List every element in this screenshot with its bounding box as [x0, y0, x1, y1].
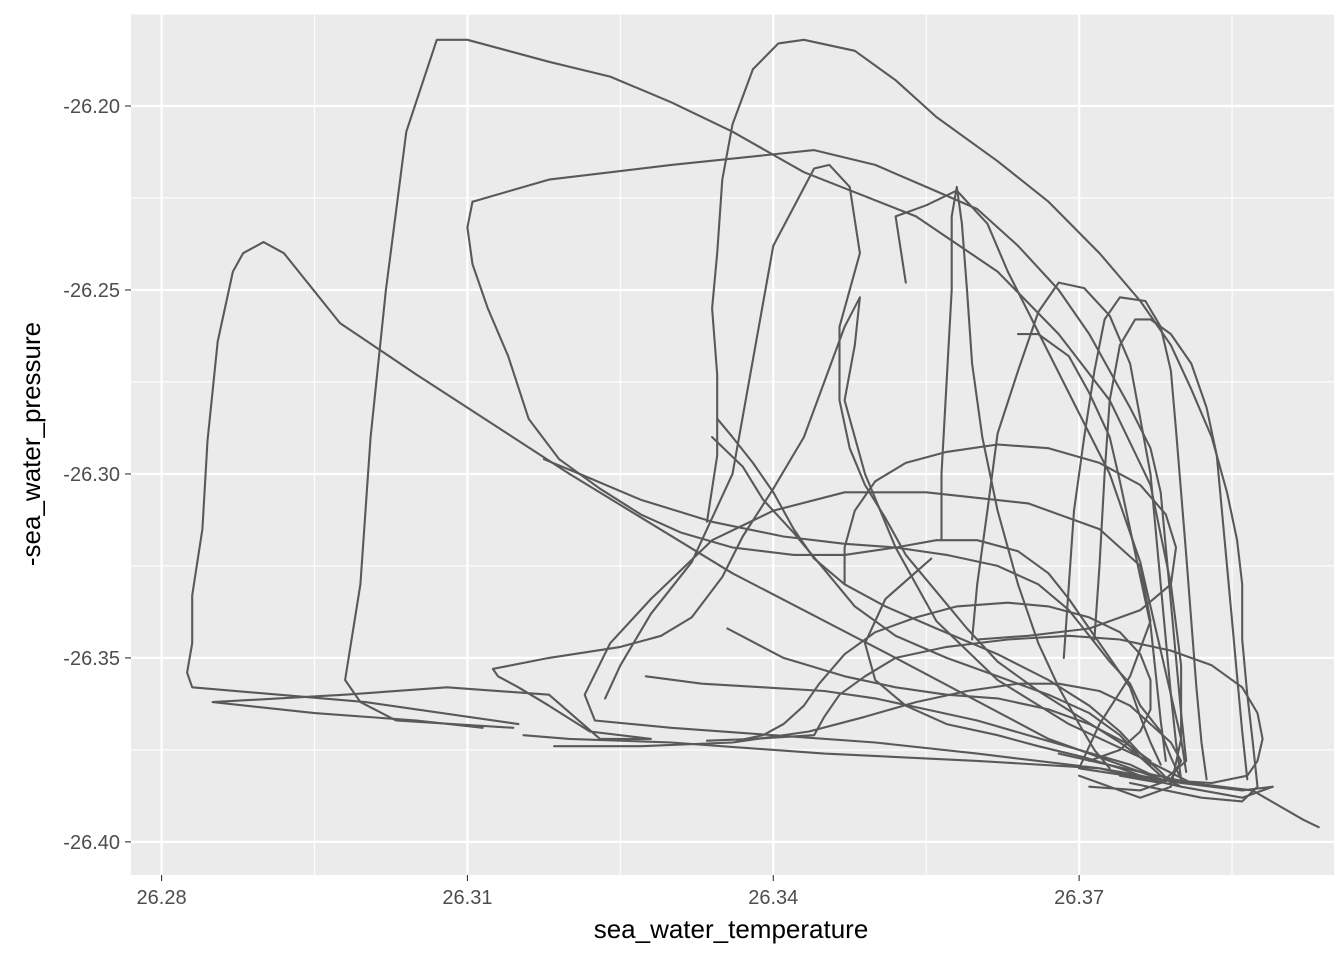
trace-line-14 [604, 163, 1152, 766]
minor-gridlines [131, 13, 1334, 875]
data-traces [186, 38, 1320, 829]
y-tick-label: -26.20 [63, 96, 120, 118]
x-axis: 26.28 26.31 26.34 26.37 [137, 875, 1104, 909]
x-tick-label: 26.31 [442, 887, 492, 909]
trace-line-4 [211, 296, 1193, 785]
trace-line-24 [863, 557, 1152, 781]
y-axis: -26.40 -26.35 -26.30 -26.25 -26.20 [63, 96, 131, 854]
trace-line-23 [843, 443, 1178, 641]
y-tick-label: -26.25 [63, 280, 120, 302]
trace-line-16 [940, 185, 1111, 770]
y-tick-label: -26.30 [63, 464, 120, 486]
x-tick-label: 26.37 [1054, 887, 1104, 909]
trace-line-12 [471, 149, 1188, 785]
major-gridlines [131, 14, 1334, 875]
trace-line-10 [716, 417, 1172, 785]
trace-line-11 [542, 458, 1183, 781]
y-tick-label: -26.35 [63, 648, 120, 670]
trace-line-9 [705, 38, 1259, 803]
trace-line-15 [894, 189, 1188, 774]
trace-line-5 [705, 634, 1264, 785]
x-axis-title: sea_water_temperature [594, 914, 869, 944]
trace-line-22 [644, 675, 1162, 781]
trace-line-18 [1016, 333, 1167, 762]
plot-panel [131, 14, 1334, 875]
trace-line-21 [1093, 318, 1249, 781]
trace-line-19 [971, 281, 1183, 781]
trace-line-3 [522, 491, 1274, 799]
y-tick-label: -26.40 [63, 832, 120, 854]
trace-line-17 [726, 627, 1152, 762]
trace-line-7 [736, 601, 1152, 762]
y-axis-title: -sea_water_pressure [16, 322, 46, 566]
x-tick-label: 26.34 [748, 887, 798, 909]
trace-line-2 [344, 38, 1183, 799]
trace-line-8 [711, 436, 1183, 788]
x-tick-label: 26.28 [137, 887, 187, 909]
